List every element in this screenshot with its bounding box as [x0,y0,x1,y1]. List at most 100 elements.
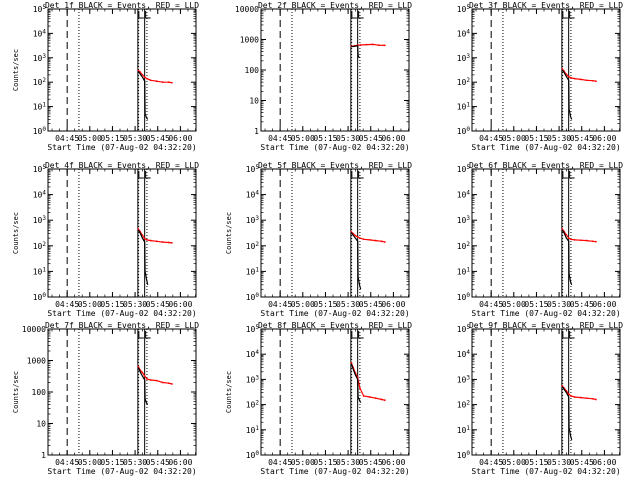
interval-bracket [358,331,364,339]
lld-data-point [362,395,365,397]
y-tick-label: 104 [246,190,260,200]
y-tick-label: 104 [246,349,260,359]
x-tick-label: 05:45 [359,458,383,467]
lld-data-point [579,396,582,399]
interval-bracket [562,171,568,179]
x-axis-label: Start Time (07-Aug-02 04:32:20) [47,143,196,152]
lld-data-point [585,79,588,82]
x-tick-label: 05:00 [502,134,526,143]
chart-title: Det 2f BLACK = Events, RED = LLD [258,1,412,10]
x-axis-label: Start Time (07-Aug-02 04:32:20) [47,309,196,318]
lld-data-point [155,80,158,83]
lld-data-point [359,237,361,239]
plot-frame [260,8,410,132]
lld-data-point [591,397,594,400]
y-tick-label: 10000 [235,5,259,14]
interval-bracket [351,331,357,339]
x-tick-label: 04:45 [479,300,503,309]
lld-series-line [137,228,172,244]
lld-data-point [354,234,357,237]
x-tick-label: 05:45 [359,300,383,309]
y-tick-label: 1000 [240,36,259,45]
y-tick-label: 100 [246,450,260,460]
x-axis-label: Start Time (07-Aug-02 04:32:20) [260,143,409,152]
x-tick-label: 06:00 [168,134,192,143]
y-tick-label: 103 [457,53,471,63]
x-axis-label: Start Time (07-Aug-02 04:32:20) [471,467,620,476]
chart-title: Det 4f BLACK = Events, RED = LLD [45,161,199,170]
x-tick-label: 04:45 [55,458,79,467]
y-tick-label: 105 [457,164,471,174]
interval-bracket [138,171,144,179]
y-axis-label: Counts/sec [12,212,20,254]
lld-data-point [167,81,170,84]
x-tick-label: 05:15 [313,300,337,309]
chart-panel: Det 9f BLACK = Events, RED = LLD 100 101 10… [457,321,624,476]
x-tick-label: 05:15 [524,458,548,467]
x-tick-label: 06:00 [381,458,405,467]
lld-series-line [561,385,596,401]
chart-panel: Det 5f BLACK = Events, RED = LLD 100 101 10… [225,161,412,318]
lld-data-point [570,238,572,241]
x-tick-label: 04:45 [479,134,503,143]
lld-data-point [585,397,588,400]
y-tick-label: 101 [33,266,47,276]
x-tick-label: 05:30 [547,458,571,467]
lld-data-point [579,78,582,81]
y-tick-label: 105 [457,324,471,334]
plot-frame [47,8,197,132]
chart-title: Det 1f BLACK = Events, RED = LLD [45,1,199,10]
x-tick-label: 05:45 [570,458,594,467]
x-axis-label: Start Time (07-Aug-02 04:32:20) [471,309,620,318]
y-tick-label: 103 [246,215,260,225]
lld-data-point [143,76,146,79]
chart-title: Det 3f BLACK = Events, RED = LLD [469,1,623,10]
y-tick-label: 104 [457,190,471,200]
lld-data-point [383,399,386,402]
lld-data-point [143,375,146,377]
chart-panel: Det 3f BLACK = Events, RED = LLD 100 101 10… [457,1,624,152]
lld-data-point [149,239,152,242]
y-tick-label: 102 [457,241,471,251]
lld-data-point [368,239,371,241]
lld-data-point [383,241,386,243]
y-axis-label: Counts/sec [225,212,233,254]
y-tick-label: 101 [246,425,260,435]
lld-data-point [567,393,570,396]
x-tick-label: 06:00 [168,458,192,467]
y-tick-label: 100 [33,126,47,136]
lld-data-point [374,397,377,400]
lld-data-point [573,77,576,80]
x-tick-label: 05:45 [570,300,594,309]
lld-data-point [362,238,365,241]
x-tick-label: 05:30 [547,134,571,143]
x-tick-label: 06:00 [168,300,192,309]
lld-data-point [573,239,576,241]
lld-data-point [143,237,146,240]
y-tick-label: 100 [32,388,47,397]
x-tick-label: 04:45 [268,458,292,467]
lld-data-point [377,44,380,47]
events-series-line [137,229,149,285]
plot-frame [47,168,197,298]
events-series-line [561,69,573,120]
y-tick-label: 103 [457,374,471,384]
x-tick-label: 05:00 [291,458,315,467]
x-tick-label: 05:00 [502,300,526,309]
x-tick-label: 04:45 [268,134,292,143]
lld-data-point [591,240,594,243]
lld-data-point [350,362,353,364]
lld-data-point [570,77,572,79]
lld-data-point [359,44,362,46]
chart-title: Det 8f BLACK = Events, RED = LLD [258,321,412,330]
interval-bracket [569,11,575,19]
x-tick-label: 04:45 [268,300,292,309]
events-series-line [137,367,149,405]
lld-data-point [146,239,148,241]
x-tick-label: 05:45 [146,300,170,309]
lld-data-point [146,77,148,80]
lld-data-point [155,379,158,382]
y-tick-label: 101 [33,102,47,112]
y-axis-label: Counts/sec [225,371,233,413]
plot-frame [471,8,621,132]
